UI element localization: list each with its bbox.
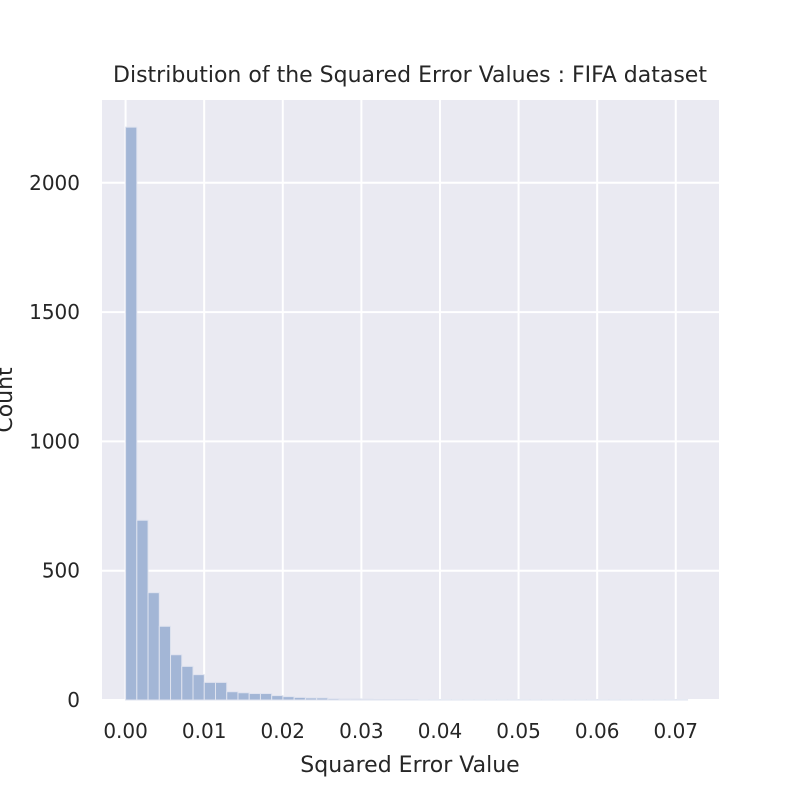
histogram-bar	[237, 692, 250, 701]
y-tick-label: 500	[42, 559, 80, 583]
y-tick-label: 2000	[29, 171, 80, 195]
x-tick-label: 0.06	[575, 719, 620, 743]
histogram-bar	[136, 519, 149, 701]
x-tick-label: 0.07	[654, 719, 699, 743]
histogram-bar	[361, 698, 374, 701]
x-tick-label: 0.02	[261, 719, 306, 743]
histogram-bar	[226, 691, 239, 701]
histogram-bar	[147, 592, 160, 701]
grid-lines	[102, 100, 719, 701]
histogram-bar	[383, 698, 396, 701]
histogram-bar	[271, 695, 284, 701]
histogram-bar	[372, 698, 385, 701]
tick-labels: 0.00 0.01 0.02 0.03 0.04 0.05 0.06 0.07 0 500 1000…	[29, 171, 698, 743]
chart-title: Distribution of the Squared Error Values…	[113, 63, 707, 88]
histogram-bar	[248, 693, 261, 701]
histogram-bar	[158, 625, 172, 701]
histogram-bar	[327, 698, 340, 701]
histogram-bar	[349, 698, 363, 701]
y-tick-label: 0	[67, 688, 80, 712]
histogram-bar	[181, 665, 194, 701]
histogram-bar	[304, 697, 318, 701]
histogram-bar	[406, 698, 419, 701]
x-tick-label: 0.01	[182, 719, 227, 743]
x-tick-label: 0.00	[103, 719, 148, 743]
x-tick-label: 0.04	[418, 719, 463, 743]
histogram-bar	[192, 674, 205, 701]
histogram-bar	[394, 698, 408, 701]
plot-background	[102, 100, 719, 700]
histogram-bar	[214, 681, 228, 701]
histogram-bar	[293, 696, 306, 701]
histogram-bar	[259, 693, 273, 701]
x-axis-label: Squared Error Value	[300, 753, 519, 778]
histogram-bar	[203, 681, 216, 701]
histogram-bar	[282, 696, 295, 701]
histogram-bar	[125, 126, 138, 701]
x-tick-label: 0.03	[339, 719, 384, 743]
y-tick-label: 1000	[29, 429, 80, 453]
histogram-bar	[316, 697, 329, 701]
histogram-bar	[170, 654, 183, 701]
y-axis-label: Count	[0, 367, 18, 433]
y-tick-label: 1500	[29, 300, 80, 324]
histogram-bar	[338, 698, 351, 701]
histogram-bars	[125, 126, 689, 701]
x-tick-label: 0.05	[496, 719, 541, 743]
